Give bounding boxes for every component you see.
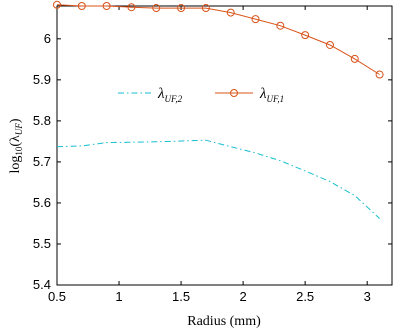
data-point xyxy=(102,2,111,10)
y-tick-label: 5.4 xyxy=(33,277,51,292)
data-point xyxy=(177,4,186,13)
x-tick-label: 2 xyxy=(239,289,246,304)
data-point xyxy=(276,21,285,30)
legend-marker-series-1 xyxy=(230,89,238,97)
data-point xyxy=(201,4,210,13)
y-tick-label: 5.7 xyxy=(33,154,51,169)
plot-area xyxy=(56,5,393,286)
legend-label-series-1: λUF,1 xyxy=(259,86,284,104)
data-point xyxy=(77,2,86,10)
y-tick-label: 6 xyxy=(44,31,51,46)
x-tick-label: 1.5 xyxy=(172,289,190,304)
data-point xyxy=(152,4,161,13)
data-point xyxy=(53,0,61,9)
x-tick-label: 0.5 xyxy=(48,289,66,304)
legend: λUF,2 λUF,1 xyxy=(118,86,284,104)
y-tick-label: 5.9 xyxy=(33,72,51,87)
x-tick-label: 1 xyxy=(115,289,122,304)
data-point xyxy=(375,70,384,79)
x-tick-labels: 0.5 1 1.5 2 2.5 3 xyxy=(48,289,371,304)
y-tick-label: 5.6 xyxy=(33,195,51,210)
legend-label-series-2: λUF,2 xyxy=(157,86,183,104)
data-point xyxy=(325,40,334,49)
x-axis-label: Radius (mm) xyxy=(187,314,261,329)
data-point xyxy=(127,3,136,12)
series-line-2 xyxy=(56,4,380,75)
data-point xyxy=(251,15,260,24)
data-point xyxy=(301,31,310,40)
axis-ticks xyxy=(56,6,392,286)
y-tick-label: 5.8 xyxy=(33,113,51,128)
series-line-1 xyxy=(56,139,380,219)
x-tick-label: 3 xyxy=(364,289,371,304)
y-tick-labels: 5.4 5.5 5.6 5.7 5.8 5.9 6 xyxy=(33,31,51,292)
series-layer xyxy=(53,0,384,219)
data-point xyxy=(350,54,359,63)
x-tick-label: 2.5 xyxy=(296,289,314,304)
y-tick-label: 5.5 xyxy=(33,236,51,251)
y-axis-label: log10(λUF) xyxy=(8,118,24,173)
data-point xyxy=(226,8,235,17)
